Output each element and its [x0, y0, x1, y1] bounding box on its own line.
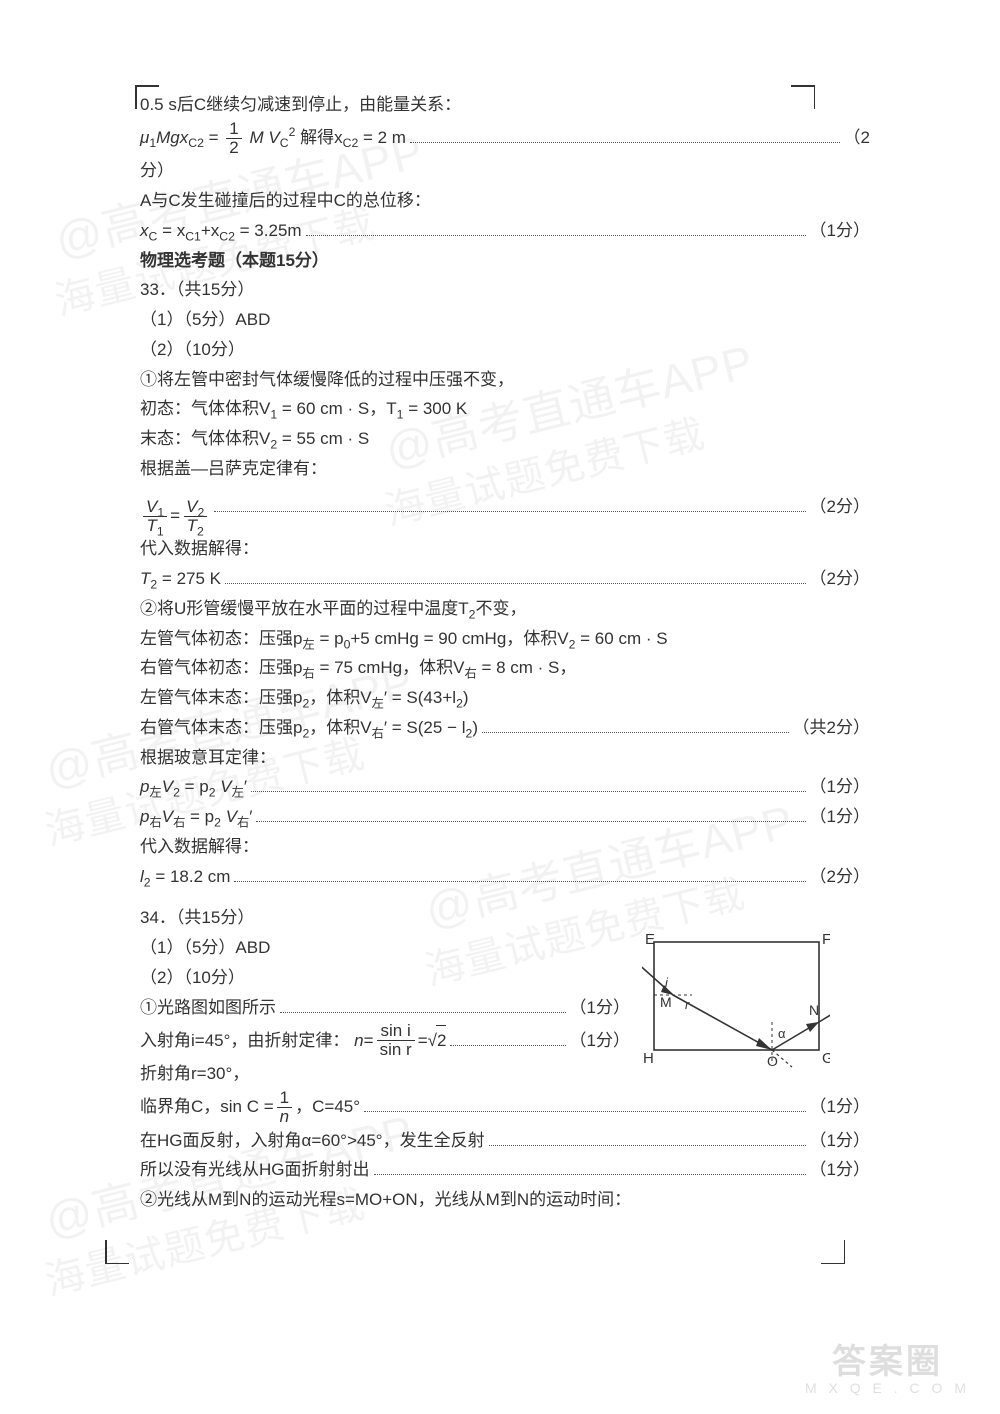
text-line: 34．（共15分）	[140, 903, 870, 933]
text-line: 0.5 s后C继续匀减速到停止，由能量关系：	[140, 90, 870, 120]
score: （共2分）	[793, 713, 870, 743]
fraction: V1 T1	[143, 498, 167, 535]
formula-line: 入射角i=45°，由折射定律： n = sin isin r = √2 （1分）	[140, 1022, 630, 1059]
text-line: A与C发生碰撞后的过程中C的总位移：	[140, 186, 870, 216]
fraction: 1n	[277, 1089, 292, 1126]
corner-mark	[821, 1240, 845, 1264]
formula-text: V1 T1 = V2 T2	[140, 498, 210, 535]
score: （1分）	[570, 993, 630, 1023]
score: （1分）	[810, 802, 870, 832]
text-line: 左管气体末态：压强p2，体积V左′ = S(43+l2)	[140, 683, 870, 713]
formula-text: 入射角i=45°，由折射定律： n = sin isin r = √2	[140, 1022, 446, 1059]
label-M: M	[660, 994, 672, 1010]
formula-text: 临界角C，sin C = 1n ，C=45°	[140, 1089, 360, 1126]
label-G: G	[822, 1050, 830, 1067]
formula-line: 临界角C，sin C = 1n ，C=45° （1分）	[140, 1089, 870, 1126]
formula-text: l2 = 18.2 cm	[140, 862, 230, 892]
fraction: sin isin r	[377, 1022, 415, 1059]
svg-text:α: α	[778, 1026, 786, 1041]
formula-text: T2 = 275 K	[140, 564, 221, 594]
score: （1分）	[570, 1026, 630, 1056]
formula-text: 所以没有光线从HG面折射射出	[140, 1155, 370, 1185]
text-line: （1）（5分）ABD	[140, 305, 870, 335]
label-E: E	[645, 932, 655, 948]
text-line: 右管气体初态：压强p右 = 75 cmHg，体积V右 = 8 cm · S，	[140, 653, 870, 683]
text-line: 根据盖—吕萨克定律有：	[140, 454, 870, 484]
formula-text: μ1MgxC2 = 12 M VC2 解得xC2 = 2 m	[140, 120, 406, 157]
text-line: 左管气体初态：压强p左 = p0+5 cmHg = 90 cmHg，体积V2 =…	[140, 624, 870, 654]
score: （1分）	[810, 1126, 870, 1156]
score: （1分）	[810, 1092, 870, 1122]
formula-line: p右V右 = p2 V右′ （1分）	[140, 802, 870, 832]
svg-text:i: i	[665, 975, 669, 990]
text-line: ②将U形管缓慢平放在水平面的过程中温度T2不变，	[140, 594, 870, 624]
score: （2	[844, 123, 870, 153]
formula-line: μ1MgxC2 = 12 M VC2 解得xC2 = 2 m （2	[140, 120, 870, 157]
formula-text: 在HG面反射，入射角α=60°>45°，发生全反射	[140, 1126, 485, 1156]
text-line: 末态：气体体积V2 = 55 cm · S	[140, 424, 870, 454]
formula-line: 右管气体末态：压强p2，体积V右′ = S(25 − l2) （共2分）	[140, 713, 870, 743]
formula-line: 在HG面反射，入射角α=60°>45°，发生全反射 （1分）	[140, 1126, 870, 1156]
optics-diagram: E F H G M i r O α N	[642, 932, 830, 1072]
formula-text: p右V右 = p2 V右′	[140, 802, 252, 832]
formula-text: xC = xC1+xC2 = 3.25m	[140, 216, 302, 246]
score: （1分）	[810, 1155, 870, 1185]
label-N: N	[809, 1002, 819, 1018]
score: （2分）	[810, 862, 870, 892]
formula-text: p左V2 = p2 V左′	[140, 772, 247, 802]
footer-logo: 答案圈 M X Q E . C O M	[805, 1334, 970, 1396]
formula-line: p左V2 = p2 V左′ （1分）	[140, 772, 870, 802]
text-line: 分）	[140, 156, 870, 186]
score: （2分）	[810, 492, 870, 522]
footer-big: 答案圈	[805, 1334, 970, 1383]
formula-text: ①光路图如图所示	[140, 993, 276, 1023]
score: （2分）	[810, 564, 870, 594]
label-F: F	[822, 932, 830, 948]
fraction: 12	[226, 120, 241, 157]
text-line: ①将左管中密封气体缓慢降低的过程中压强不变，	[140, 365, 870, 395]
text-line: 代入数据解得：	[140, 832, 870, 862]
formula-text: 右管气体末态：压强p2，体积V右′ = S(25 − l2)	[140, 713, 478, 743]
score: （1分）	[810, 216, 870, 246]
formula-line: l2 = 18.2 cm （2分）	[140, 862, 870, 892]
fraction: V2 T2	[183, 498, 207, 535]
formula-line: T2 = 275 K （2分）	[140, 564, 870, 594]
text-line: 代入数据解得：	[140, 534, 870, 564]
text-line: 初态：气体体积V1 = 60 cm · S，T1 = 300 K	[140, 394, 870, 424]
text-line: ②光线从M到N的运动光程s=MO+ON，光线从M到N的运动时间：	[140, 1185, 870, 1215]
label-H: H	[643, 1050, 654, 1067]
score: （1分）	[810, 772, 870, 802]
formula-line: V1 T1 = V2 T2 （2分）	[140, 492, 870, 535]
formula-line: 所以没有光线从HG面折射射出 （1分）	[140, 1155, 870, 1185]
page-content: 0.5 s后C继续匀减速到停止，由能量关系： μ1MgxC2 = 12 M VC…	[0, 0, 1000, 1275]
text-line: （2）（10分）	[140, 335, 870, 365]
section-title: 物理选考题（本题15分）	[140, 246, 870, 276]
text-line: 根据玻意耳定律：	[140, 743, 870, 773]
formula-line: xC = xC1+xC2 = 3.25m （1分）	[140, 216, 870, 246]
footer-small: M X Q E . C O M	[805, 1380, 970, 1396]
corner-mark	[105, 1240, 129, 1264]
formula-line: ①光路图如图所示 （1分）	[140, 993, 630, 1023]
text-line: 33．（共15分）	[140, 275, 870, 305]
